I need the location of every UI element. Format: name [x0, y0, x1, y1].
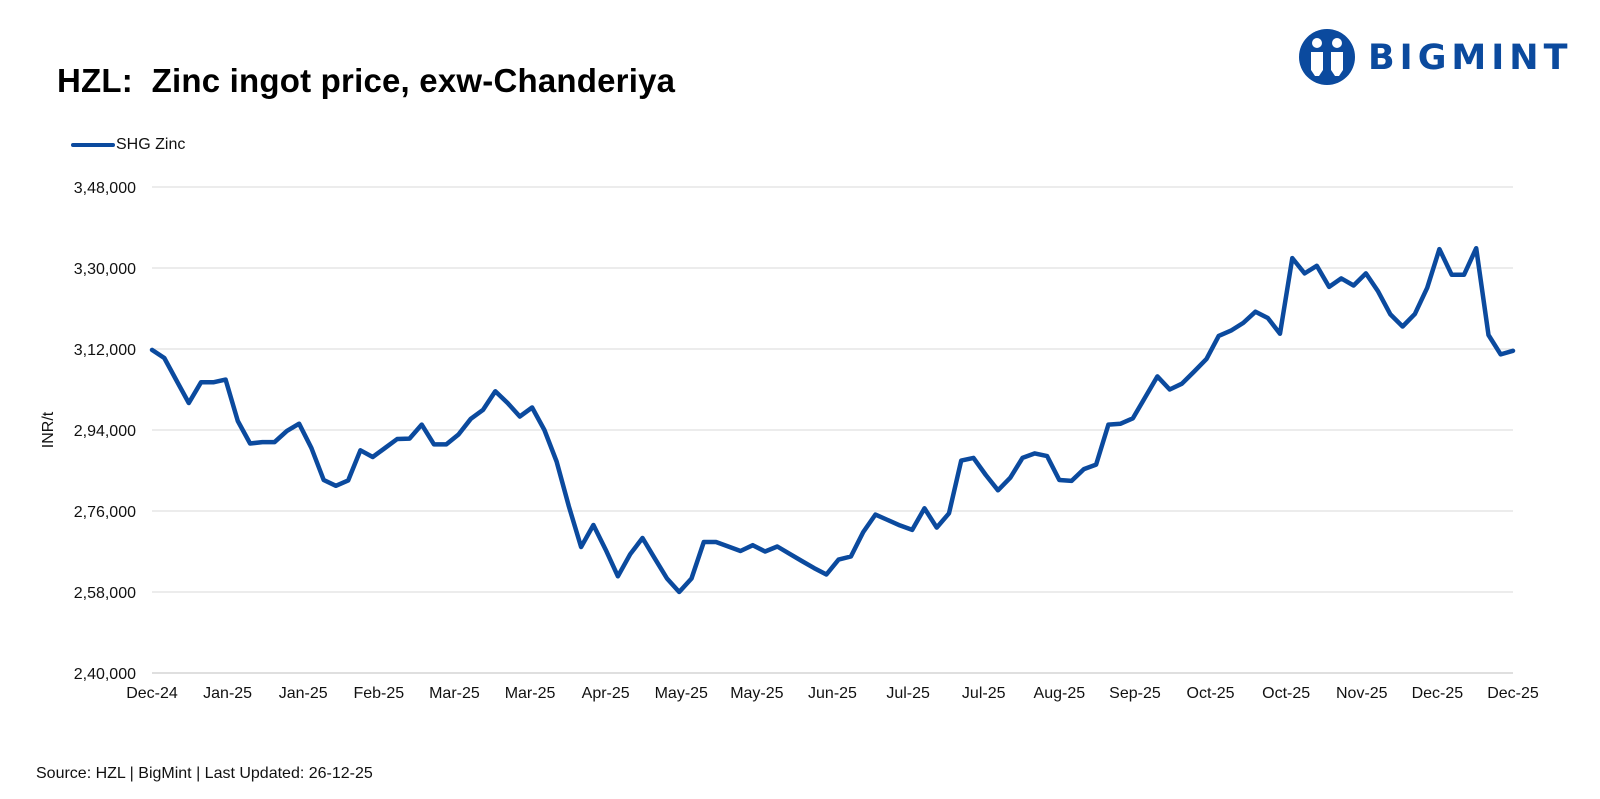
x-tick-label: Dec-25	[1412, 685, 1464, 702]
x-tick-label: Oct-25	[1187, 685, 1235, 702]
x-tick-label: Mar-25	[505, 685, 556, 702]
x-tick-label: Jun-25	[808, 685, 857, 702]
y-tick-label: 2,58,000	[74, 585, 136, 602]
chart-title: HZL: Zinc ingot price, exw-Chanderiya	[57, 62, 676, 99]
y-tick-label: 2,76,000	[74, 504, 136, 521]
source-note: Source: HZL | BigMint | Last Updated: 26…	[36, 765, 373, 782]
x-tick-label: Aug-25	[1034, 685, 1086, 702]
y-tick-label: 3,48,000	[74, 180, 136, 197]
x-tick-label: Dec-24	[126, 685, 178, 702]
legend-label: SHG Zinc	[116, 136, 186, 153]
legend: SHG Zinc	[71, 136, 185, 154]
x-tick-label: Jul-25	[962, 685, 1006, 702]
x-tick-label: Jul-25	[886, 685, 930, 702]
bigmint-logo-icon	[1299, 29, 1355, 85]
y-tick-label: 3,30,000	[74, 261, 136, 278]
logo-text: BIGMINT	[1368, 38, 1573, 78]
x-tick-label: Sep-25	[1109, 685, 1161, 702]
x-tick-label: May-25	[655, 685, 708, 702]
x-tick-label: Apr-25	[582, 685, 630, 702]
legend-line-swatch	[71, 143, 115, 147]
y-tick-label: 3,12,000	[74, 342, 136, 359]
x-tick-label: Nov-25	[1336, 685, 1388, 702]
x-tick-label: May-25	[730, 685, 783, 702]
x-tick-label: Dec-25	[1487, 685, 1539, 702]
series-line-shg-zinc	[149, 245, 1516, 595]
x-tick-label: Mar-25	[429, 685, 480, 702]
x-tick-label: Jan-25	[279, 685, 328, 702]
x-tick-label: Feb-25	[353, 685, 404, 702]
y-axis-label: INR/t	[40, 411, 57, 448]
y-tick-label: 2,40,000	[74, 666, 136, 683]
x-tick-label: Oct-25	[1262, 685, 1310, 702]
y-tick-label: 2,94,000	[74, 423, 136, 440]
bigmint-logo: BIGMINT	[1296, 26, 1586, 88]
x-tick-label: Jan-25	[203, 685, 252, 702]
